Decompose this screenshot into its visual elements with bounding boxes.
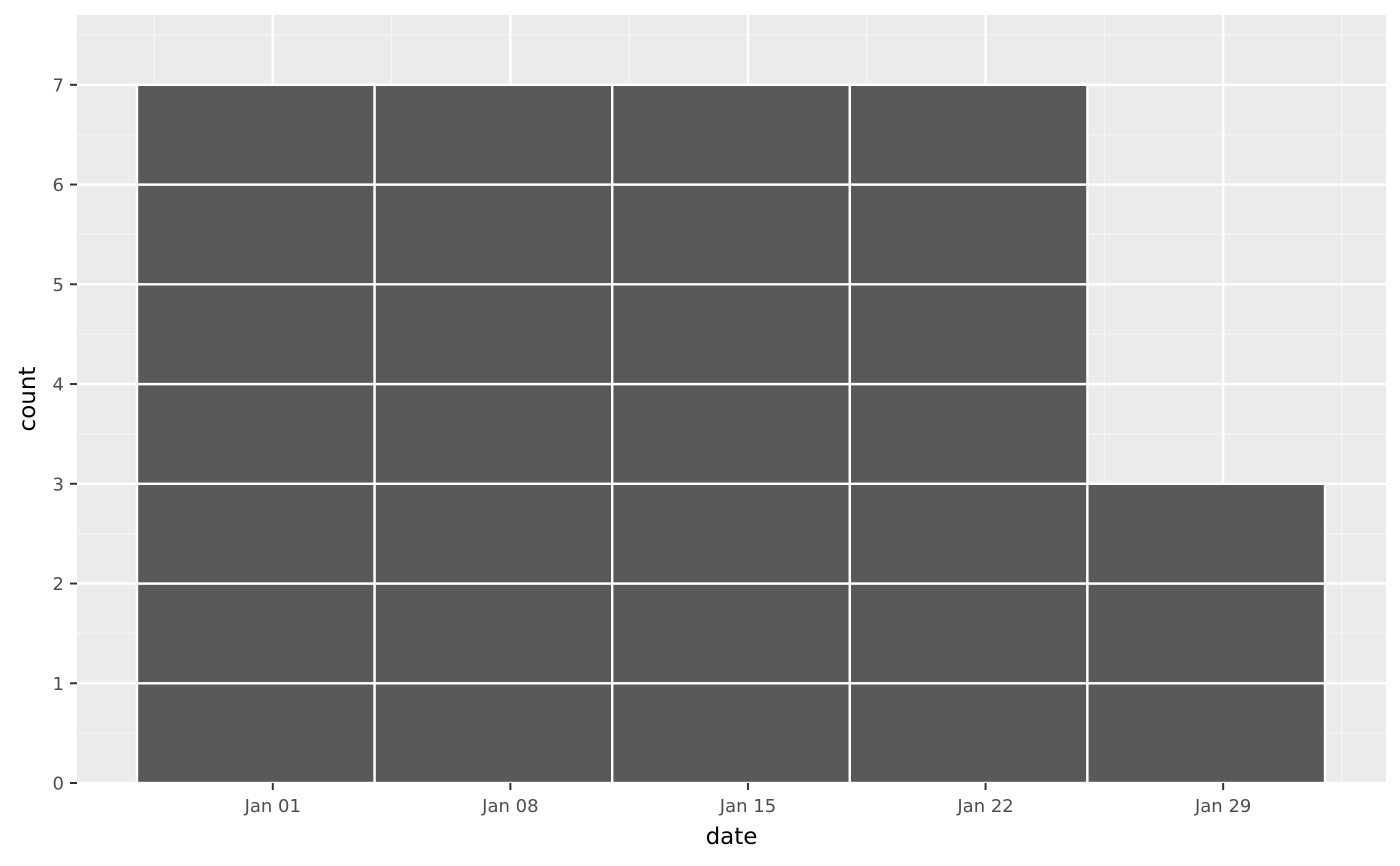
bar-block bbox=[135, 382, 376, 485]
x-tick-label: Jan 29 bbox=[1194, 796, 1251, 817]
bar-block bbox=[135, 183, 376, 286]
bar-block bbox=[373, 83, 614, 186]
y-tick-label: 0 bbox=[53, 774, 64, 795]
bar-block bbox=[611, 83, 852, 186]
x-tick-label: Jan 01 bbox=[244, 796, 301, 817]
bar-block bbox=[848, 283, 1089, 386]
y-axis-title: count bbox=[15, 367, 41, 432]
bar-block bbox=[611, 183, 852, 286]
bar-block bbox=[373, 582, 614, 685]
bar-block bbox=[848, 682, 1089, 785]
y-tick-label: 4 bbox=[53, 375, 64, 396]
bar-block bbox=[848, 382, 1089, 485]
bar-block bbox=[611, 682, 852, 785]
y-tick-label: 2 bbox=[53, 574, 64, 595]
bar-block bbox=[373, 682, 614, 785]
bar-block bbox=[135, 682, 376, 785]
bar-block bbox=[135, 283, 376, 386]
bar-block bbox=[848, 482, 1089, 585]
bar-block bbox=[373, 482, 614, 585]
bar-block bbox=[135, 83, 376, 186]
bar-block bbox=[135, 482, 376, 585]
x-tick-label: Jan 08 bbox=[481, 796, 538, 817]
bar-block bbox=[848, 582, 1089, 685]
y-tick-label: 5 bbox=[53, 275, 64, 296]
bar-block bbox=[373, 382, 614, 485]
bar-block bbox=[611, 482, 852, 585]
bar-block bbox=[611, 283, 852, 386]
y-tick-label: 6 bbox=[53, 175, 64, 196]
y-axis: 0 1 2 3 4 5 6 7 bbox=[53, 75, 77, 795]
bar-block bbox=[373, 283, 614, 386]
bars bbox=[135, 83, 1327, 785]
bar-block bbox=[848, 183, 1089, 286]
y-tick-label: 3 bbox=[53, 474, 64, 495]
x-tick-label: Jan 15 bbox=[719, 796, 776, 817]
bar-block bbox=[611, 582, 852, 685]
bar-block bbox=[1086, 482, 1327, 585]
x-tick-label: Jan 22 bbox=[956, 796, 1013, 817]
y-tick-label: 1 bbox=[53, 674, 64, 695]
x-axis: Jan 01 Jan 08 Jan 15 Jan 22 Jan 29 bbox=[244, 783, 1251, 817]
y-tick-label: 7 bbox=[53, 75, 64, 96]
bar-block bbox=[373, 183, 614, 286]
bar-block bbox=[135, 582, 376, 685]
bar-block bbox=[848, 83, 1089, 186]
bar-block bbox=[1086, 582, 1327, 685]
bar-block bbox=[611, 382, 852, 485]
x-axis-title: date bbox=[706, 824, 758, 850]
bar-block bbox=[1086, 682, 1327, 785]
